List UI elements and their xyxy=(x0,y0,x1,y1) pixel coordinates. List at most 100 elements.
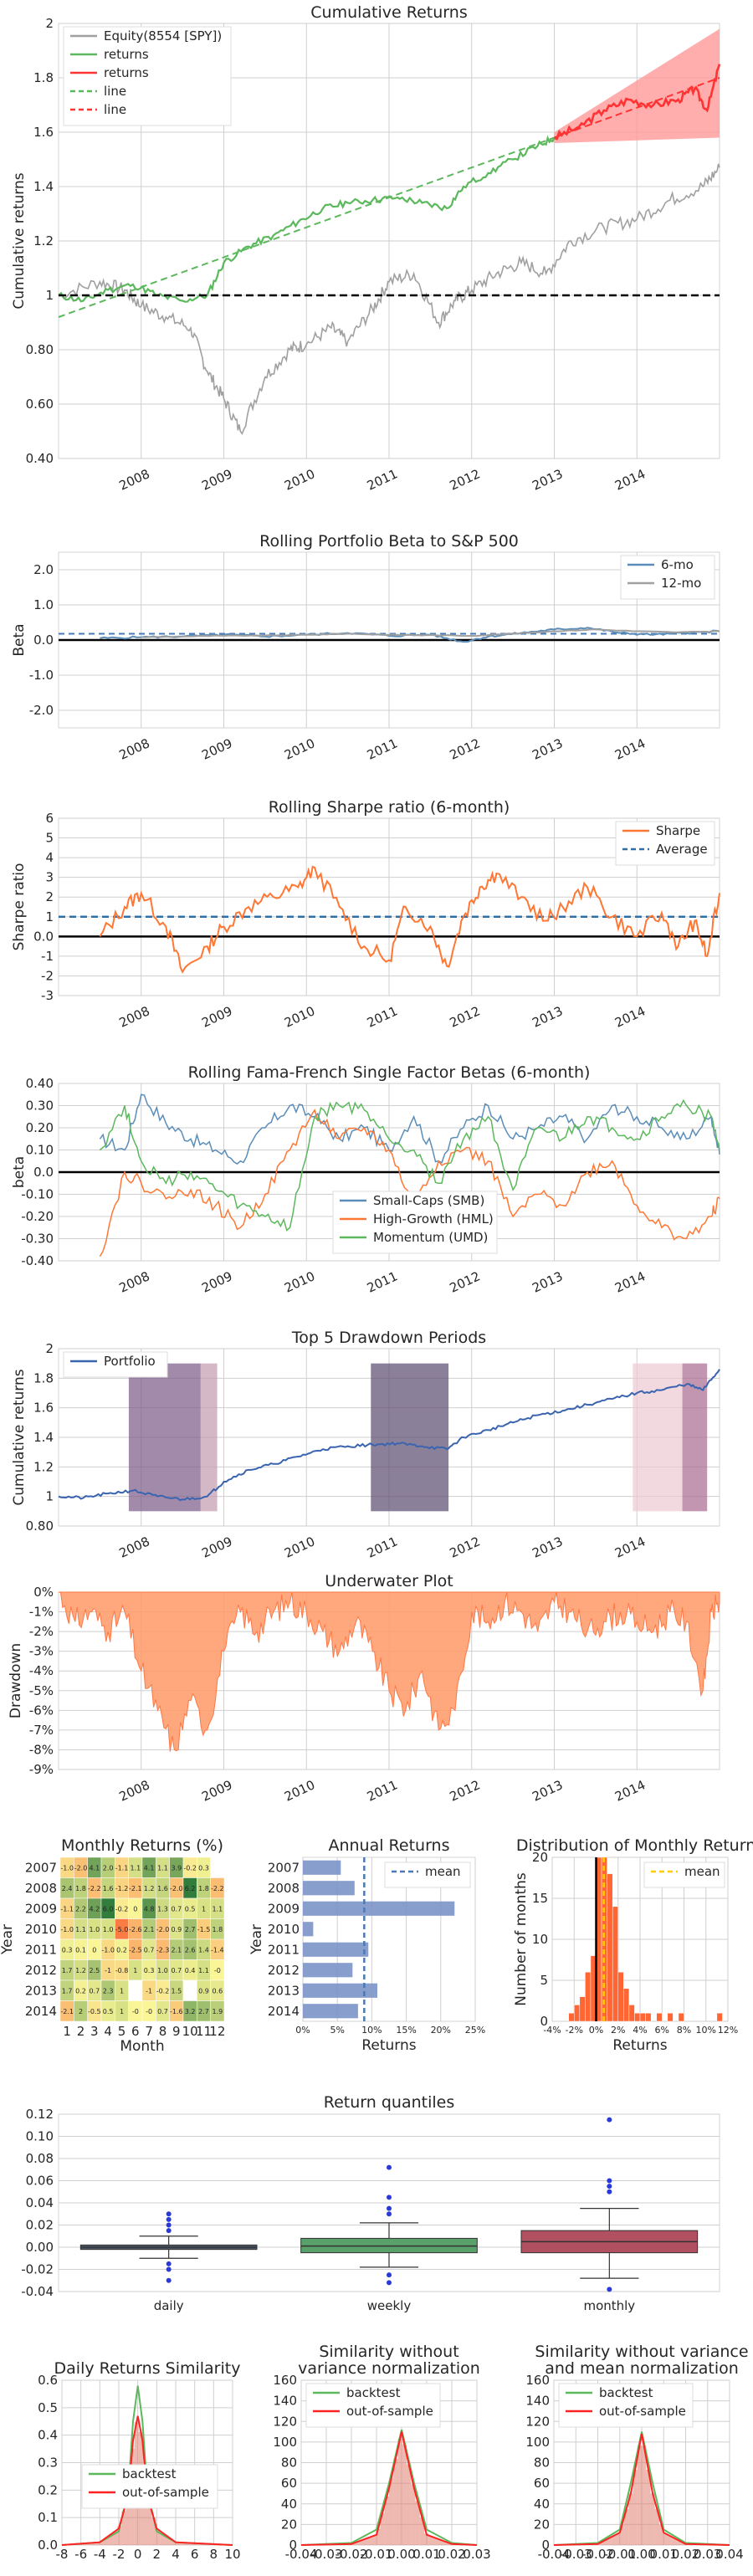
monthly-returns-heatmap-cell-value: 0.5 xyxy=(185,1905,196,1913)
similarity-no-variance-ytick: 60 xyxy=(281,2476,297,2491)
similarity-no-variance-mean-title-line1: Similarity without variance xyxy=(535,2343,748,2361)
daily-returns-similarity-xtick: -8 xyxy=(56,2547,69,2562)
monthly-returns-heatmap-cell-value: 6.0 xyxy=(103,1905,114,1913)
rolling-beta-ylabel: Beta xyxy=(11,623,28,656)
similarity-no-variance-mean-hist-bar xyxy=(624,2509,629,2545)
similarity-no-variance-xtick: -0.03 xyxy=(310,2547,343,2562)
daily-returns-similarity-hist-bar xyxy=(87,2543,92,2545)
monthly-returns-distribution-xlabel: Returns xyxy=(612,2037,667,2054)
similarity-no-variance-mean-hist-bar xyxy=(677,2540,682,2545)
similarity-no-variance-ytick: 140 xyxy=(273,2394,297,2409)
similarity-no-variance-hist-bar xyxy=(362,2538,367,2545)
similarity-no-variance-xtick: 0.02 xyxy=(438,2547,465,2562)
monthly-returns-heatmap-cell-value: -1 xyxy=(146,1987,152,1995)
similarity-no-variance-mean-ytick: 0 xyxy=(541,2538,550,2553)
cumulative-returns-xtick: 2014 xyxy=(612,466,648,493)
monthly-returns-heatmap-cell-value: 0.6 xyxy=(212,1987,223,1995)
monthly-returns-heatmap-cell-value: -2.5 xyxy=(129,1946,142,1954)
annual-returns-xtick: 5% xyxy=(330,2025,344,2036)
return-quantiles-outlier xyxy=(166,2216,172,2222)
similarity-no-variance-legend-box xyxy=(305,2383,441,2428)
rolling-sharpe-ytick: 4 xyxy=(45,850,54,865)
monthly-returns-heatmap-row-label: 2012 xyxy=(25,1963,57,1978)
similarity-no-variance-mean-ytick: 100 xyxy=(525,2435,550,2450)
monthly-returns-heatmap-col-label: 11 xyxy=(196,2024,212,2039)
annual-returns-bar xyxy=(303,1942,369,1957)
monthly-returns-heatmap-cell-value: 0 xyxy=(92,1946,96,1954)
similarity-no-variance-mean-hist-bar xyxy=(619,2524,624,2545)
rolling-beta-ytick: 0.0 xyxy=(33,632,54,648)
rolling-sharpe-ylabel: Sharpe ratio xyxy=(11,863,28,951)
monthly-returns-heatmap-cell-value: 0.9 xyxy=(198,1987,209,1995)
monthly-returns-heatmap-cell-value: 2.6 xyxy=(185,1946,196,1954)
monthly-returns-heatmap-cell-value: 1 xyxy=(120,1987,124,1995)
similarity-no-variance-mean-legend-label: out-of-sample xyxy=(599,2404,686,2419)
rolling-sharpe-xtick: 2010 xyxy=(282,1003,317,1030)
return-quantiles-outlier xyxy=(607,2189,612,2194)
monthly-returns-heatmap-cell-value: 2 xyxy=(79,2008,83,2015)
similarity-no-variance-mean-ytick: 20 xyxy=(534,2517,550,2532)
underwater-ytick: -2% xyxy=(29,1624,54,1639)
annual-returns-ytick: 2011 xyxy=(268,1942,300,1957)
return-quantiles-xtick: daily xyxy=(154,2298,184,2313)
monthly-returns-heatmap-cell-value: -1.6 xyxy=(170,2008,183,2015)
monthly-returns-heatmap-col-label: 3 xyxy=(90,2024,99,2039)
daily-returns-similarity-hist-bar xyxy=(126,2496,131,2545)
underwater-xtick: 2008 xyxy=(117,1777,152,1804)
similarity-no-variance-xtick: -0.02 xyxy=(336,2547,368,2562)
monthly-returns-heatmap-cell-value: 1.3 xyxy=(157,1905,168,1913)
return-quantiles-outlier xyxy=(607,2184,612,2189)
rolling-beta-legend-label: 12-mo xyxy=(661,576,701,591)
daily-returns-similarity-ytick: 0.2 xyxy=(38,2482,58,2497)
drawdown-periods-ytick: 1.6 xyxy=(33,1401,54,1416)
rolling-beta-xtick: 2012 xyxy=(448,735,483,762)
similarity-no-variance-mean-hist-bar xyxy=(663,2533,668,2545)
monthly-returns-distribution-bar xyxy=(645,2012,652,2022)
similarity-no-variance-mean-legend-label: backtest xyxy=(599,2385,653,2400)
monthly-returns-heatmap-cell-value: 1.8 xyxy=(198,1885,209,1892)
similarity-no-variance-hist-bar xyxy=(384,2496,389,2545)
rolling-beta-xtick: 2013 xyxy=(530,735,565,762)
drawdown-periods-xtick: 2011 xyxy=(365,1534,400,1560)
similarity-no-variance-ytick: 100 xyxy=(273,2435,297,2450)
similarity-no-variance-mean-xtick: 0.01 xyxy=(650,2547,678,2562)
rolling-beta-series-12mo xyxy=(141,628,720,638)
annual-returns-ytick: 2014 xyxy=(268,2004,300,2019)
monthly-returns-heatmap-cell-value: 1 xyxy=(120,2008,124,2015)
similarity-no-variance-mean-hist-bar xyxy=(597,2543,602,2545)
monthly-returns-heatmap-col-label: 9 xyxy=(172,2024,181,2039)
underwater-xtick: 2014 xyxy=(612,1777,648,1804)
drawdown-periods-xtick: 2009 xyxy=(199,1534,234,1560)
similarity-no-variance-hist-bar xyxy=(433,2538,438,2545)
return-quantiles-outlier xyxy=(166,2211,172,2217)
monthly-returns-heatmap-cell-value: 1.1 xyxy=(198,1967,209,1974)
daily-returns-similarity-xtick: 0 xyxy=(134,2547,142,2562)
daily-returns-similarity-xtick: 8 xyxy=(210,2547,218,2562)
fama-french-title: Rolling Fama-French Single Factor Betas … xyxy=(188,1063,591,1082)
daily-returns-similarity-xtick: 10 xyxy=(224,2547,240,2562)
monthly-returns-heatmap-col-label: 4 xyxy=(104,2024,112,2039)
monthly-returns-distribution-ytick: 0 xyxy=(540,2014,548,2029)
underwater-ytick: -5% xyxy=(29,1683,54,1698)
return-quantiles-ytick: 0.06 xyxy=(26,2174,54,2189)
similarity-no-variance-mean-hist-bar xyxy=(611,2536,616,2545)
monthly-returns-distribution-bar xyxy=(656,2012,663,2022)
similarity-no-variance-xtick: 0.01 xyxy=(412,2547,440,2562)
similarity-no-variance-hist-bar xyxy=(411,2484,416,2545)
fama-french-ytick: -0.20 xyxy=(21,1209,54,1224)
annual-returns-title: Annual Returns xyxy=(328,1836,449,1855)
similarity-no-variance-hist-bar xyxy=(389,2478,394,2545)
monthly-returns-distribution-bar xyxy=(568,2012,575,2022)
monthly-returns-heatmap-cell-value: -1.1 xyxy=(60,1905,74,1913)
rolling-sharpe-xtick: 2011 xyxy=(365,1003,400,1030)
monthly-returns-distribution-bar xyxy=(607,1873,613,2022)
monthly-returns-heatmap-cell-value: 0.7 xyxy=(144,1946,155,1954)
monthly-returns-heatmap-col-label: 6 xyxy=(131,2024,140,2039)
daily-returns-similarity-hist-bar xyxy=(117,2526,122,2545)
rolling-beta-xtick: 2014 xyxy=(612,735,648,762)
monthly-returns-heatmap-cell-value: 1.9 xyxy=(212,2008,223,2015)
monthly-returns-heatmap-col-label: 2 xyxy=(77,2024,85,2039)
similarity-no-variance-mean-xtick: -0.03 xyxy=(560,2547,592,2562)
annual-returns-ylabel: Year xyxy=(248,1924,265,1955)
monthly-returns-heatmap-cell-value: 0 xyxy=(133,1905,137,1913)
